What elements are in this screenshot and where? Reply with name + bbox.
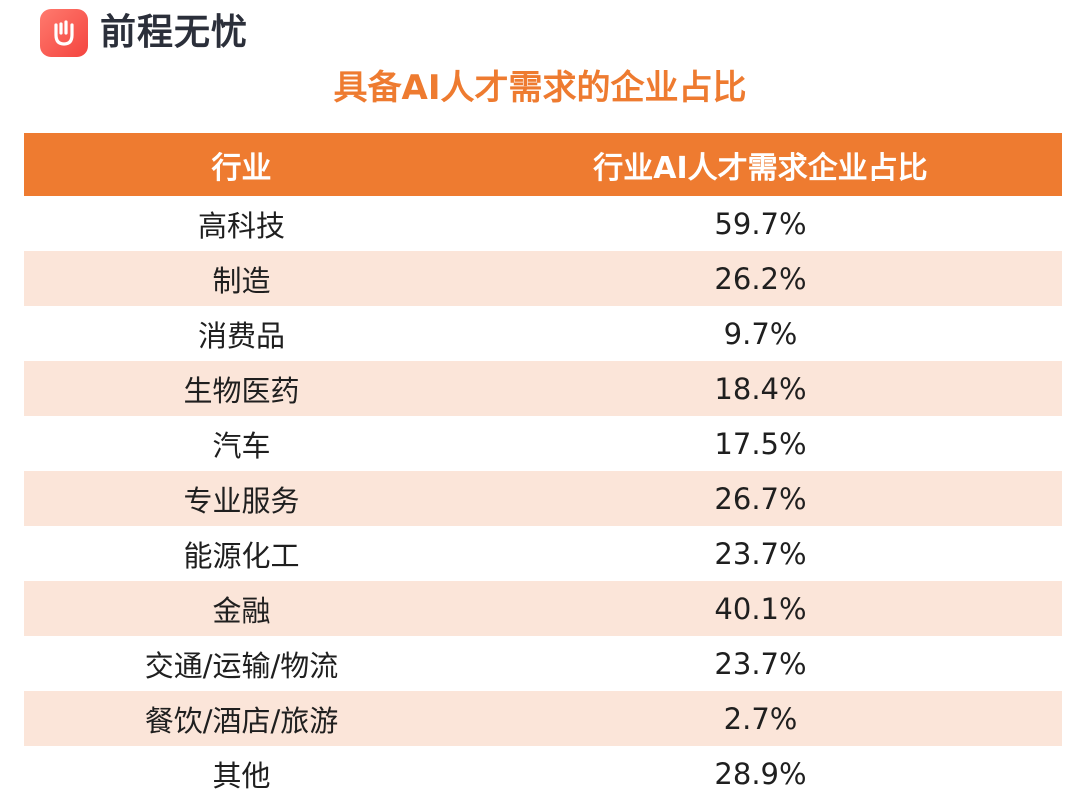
table-row: 专业服务 26.7% [24, 471, 1062, 526]
ratio-cell: 26.2% [714, 261, 807, 296]
ratio-cell: 23.7% [714, 536, 807, 571]
table-row: 其他 28.9% [24, 746, 1062, 801]
industry-cell: 餐饮/酒店/旅游 [144, 703, 339, 738]
industry-cell: 能源化工 [183, 538, 300, 573]
ratio-cell: 17.5% [714, 426, 807, 461]
table-row: 能源化工 23.7% [24, 526, 1062, 581]
table-row: 餐饮/酒店/旅游 2.7% [24, 691, 1062, 746]
ratio-cell: 9.7% [723, 316, 798, 351]
table-row: 生物医药 18.4% [24, 361, 1062, 416]
table-row: 金融 40.1% [24, 581, 1062, 636]
ratio-cell: 28.9% [714, 756, 807, 791]
table-row: 消费品 9.7% [24, 306, 1062, 361]
industry-cell: 专业服务 [183, 483, 300, 518]
table-row: 交通/运输/物流 23.7% [24, 636, 1062, 691]
industry-table: 行业 行业AI人才需求企业占比 高科技 59.7% 制造 26.2% 消费品 9… [24, 133, 1062, 801]
raised-hand-icon [40, 9, 88, 57]
industry-cell: 高科技 [197, 208, 285, 243]
ratio-cell: 59.7% [714, 206, 807, 241]
table-header-row: 行业 行业AI人才需求企业占比 [24, 133, 1062, 196]
page-title: 具备AI人才需求的企业占比 [333, 68, 747, 108]
industry-cell: 金融 [212, 593, 271, 628]
ratio-cell: 26.7% [714, 481, 807, 516]
industry-cell: 汽车 [212, 428, 271, 463]
ratio-cell: 40.1% [714, 591, 807, 626]
industry-cell: 交通/运输/物流 [144, 648, 339, 683]
ratio-cell: 18.4% [714, 371, 807, 406]
brand-name: 前程无忧 [100, 12, 249, 53]
industry-cell: 生物医药 [183, 373, 300, 408]
industry-cell: 其他 [212, 758, 271, 793]
table-row: 高科技 59.7% [24, 196, 1062, 251]
brand: 前程无忧 [40, 9, 248, 57]
table-row: 制造 26.2% [24, 251, 1062, 306]
column-header-industry: 行业 [211, 150, 272, 186]
table-row: 汽车 17.5% [24, 416, 1062, 471]
ratio-cell: 2.7% [723, 701, 798, 736]
industry-cell: 制造 [212, 263, 271, 298]
ratio-cell: 23.7% [714, 646, 807, 681]
raised-hand-glyph [54, 20, 74, 46]
industry-cell: 消费品 [197, 318, 285, 353]
column-header-ratio: 行业AI人才需求企业占比 [593, 150, 928, 186]
